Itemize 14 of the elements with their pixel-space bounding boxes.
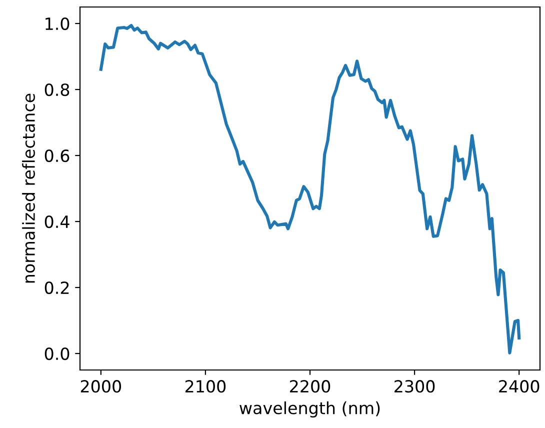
x-tick-label: 2400: [499, 380, 540, 393]
y-tick-label: 0.0: [44, 347, 70, 360]
y-tick-label: 0.6: [44, 149, 70, 162]
y-axis-title: normalized reflectance: [22, 94, 35, 283]
y-tick-label: 0.8: [44, 83, 70, 96]
x-tick-label: 2300: [394, 380, 435, 393]
x-tick-label: 2200: [290, 380, 330, 393]
y-tick-label: 0.4: [44, 215, 70, 228]
y-tick-label: 0.2: [44, 281, 69, 294]
y-tick-label: 1.0: [46, 17, 70, 30]
x-axis-title: wavelength (nm): [240, 401, 380, 418]
line-series: [99, 24, 521, 354]
x-tick-label: 2000: [80, 380, 122, 393]
x-tick-label: 2100: [185, 380, 226, 393]
